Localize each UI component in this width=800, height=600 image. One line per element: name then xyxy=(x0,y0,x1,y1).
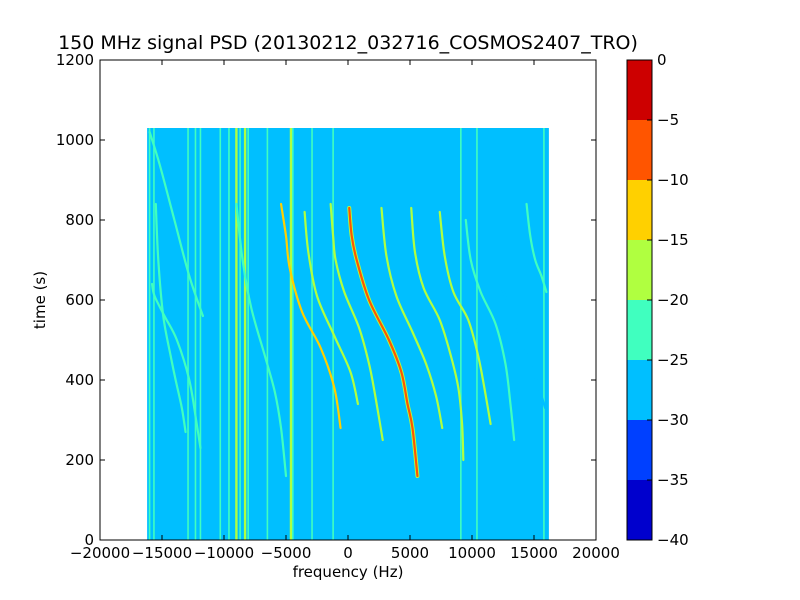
doppler-track xyxy=(410,206,465,462)
doppler-track xyxy=(150,282,202,450)
x-tick-label: 10000 xyxy=(448,544,496,562)
colorbar-segment xyxy=(627,120,652,180)
x-tick-label: −15000 xyxy=(132,544,192,562)
colorbar-segment xyxy=(627,180,652,240)
x-tick-label: −20000 xyxy=(70,544,130,562)
y-axis-label: time (s) xyxy=(31,271,49,329)
colorbar-tick-label: −30 xyxy=(657,411,689,429)
plot-area xyxy=(147,128,549,540)
y-tick-label: 1000 xyxy=(56,131,94,149)
y-tick-label: 600 xyxy=(65,291,94,309)
x-tick-label: 5000 xyxy=(391,544,429,562)
doppler-track xyxy=(154,202,187,434)
colorbar: −40 −35 −30 −25 −20 −15 −10 −5 0 xyxy=(626,51,689,549)
x-tick-label: 15000 xyxy=(510,544,558,562)
colorbar-tick-label: −5 xyxy=(657,111,679,129)
doppler-track xyxy=(525,202,548,294)
colorbar-segment xyxy=(627,420,652,480)
y-tick-label: 200 xyxy=(65,451,94,469)
doppler-track xyxy=(380,206,444,430)
colorbar-tick-label: −40 xyxy=(657,531,689,549)
doppler-track xyxy=(303,210,360,406)
x-tick-label: 0 xyxy=(343,544,353,562)
doppler-track xyxy=(464,218,516,442)
colorbar-tick-label: 0 xyxy=(657,51,667,69)
y-tick-label: 0 xyxy=(84,531,94,549)
doppler-track xyxy=(438,210,492,426)
colorbar-segment xyxy=(627,300,652,360)
y-tick-label: 800 xyxy=(65,211,94,229)
colorbar-tick-label: −25 xyxy=(657,351,689,369)
x-tick-label: 20000 xyxy=(572,544,620,562)
colorbar-segment xyxy=(627,480,652,540)
x-tick-label: −5000 xyxy=(261,544,312,562)
data-region-background xyxy=(147,128,549,540)
doppler-track xyxy=(348,206,419,478)
colorbar-tick-label: −10 xyxy=(657,171,689,189)
doppler-track xyxy=(235,202,288,478)
colorbar-segment xyxy=(627,60,652,120)
colorbar-segment xyxy=(627,360,652,420)
doppler-track xyxy=(148,130,205,318)
doppler-track xyxy=(499,282,547,410)
chart-title: 150 MHz signal PSD (20130212_032716_COSM… xyxy=(58,32,638,54)
doppler-track xyxy=(279,202,342,430)
colorbar-tick-label: −35 xyxy=(657,471,689,489)
y-tick-label: 1200 xyxy=(56,51,94,69)
colorbar-tick-label: −20 xyxy=(657,291,689,309)
x-tick-label: −10000 xyxy=(194,544,254,562)
x-axis-label: frequency (Hz) xyxy=(293,563,404,581)
doppler-track xyxy=(329,202,384,442)
colorbar-segment xyxy=(627,240,652,300)
colorbar-tick-label: −15 xyxy=(657,231,689,249)
y-tick-label: 400 xyxy=(65,371,94,389)
